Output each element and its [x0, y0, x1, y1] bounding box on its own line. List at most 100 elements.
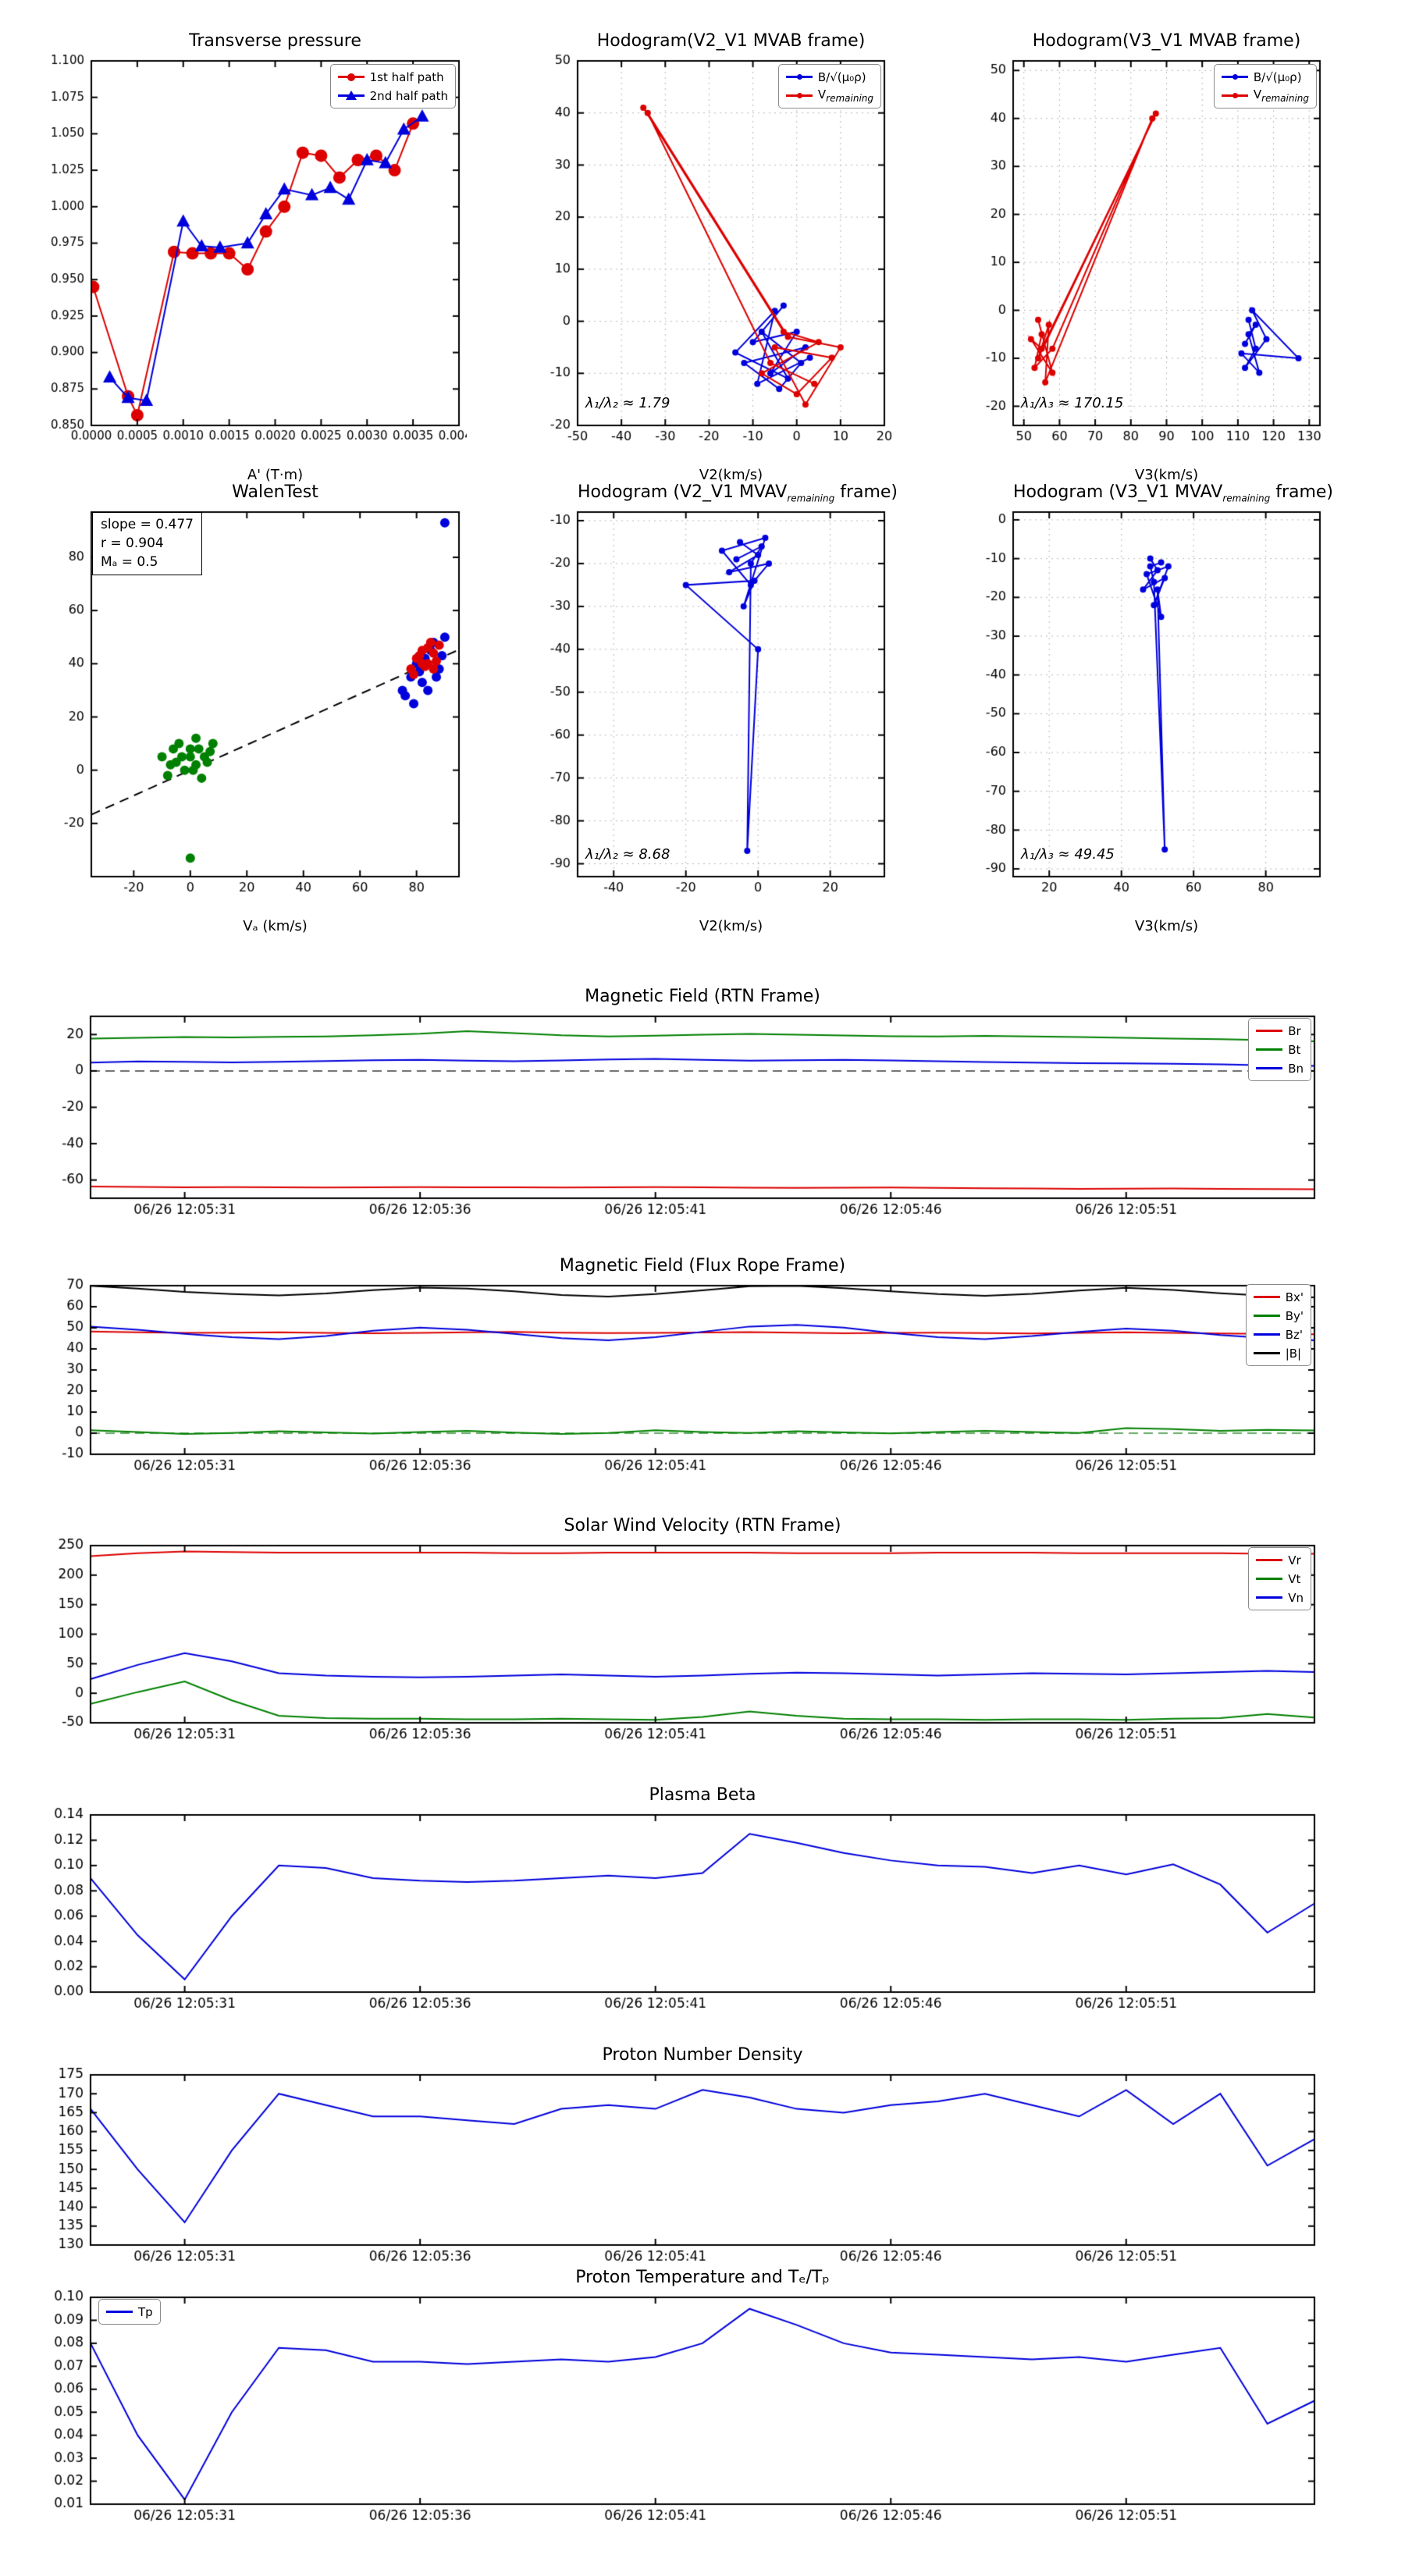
lambda-ratio-annotation: λ₁/λ₃ ≈ 49.45: [1021, 846, 1115, 863]
legend-item: Vremaining: [785, 87, 873, 104]
proton-temperature-canvas: [32, 2290, 1324, 2531]
stat-correlation: r = 0.904: [101, 535, 164, 551]
line-marker-swatch: [1221, 71, 1248, 83]
stat-mach-number: Mₐ = 0.5: [101, 553, 158, 570]
legend-label: By': [1285, 1308, 1304, 1323]
line-swatch: [1253, 1291, 1280, 1303]
legend-item: B/√(μ₀ρ): [785, 69, 873, 85]
chart-title: WalenTest: [232, 482, 318, 502]
x-axis-label: V2(km/s): [699, 467, 763, 483]
legend-item: Vr: [1256, 1552, 1304, 1568]
title-part: frame): [1270, 482, 1334, 502]
chart-title: Proton Number Density: [602, 2045, 803, 2065]
line-swatch: [1256, 1554, 1283, 1566]
hodogram-v3v1-mvav-canvas: [955, 504, 1328, 914]
line-swatch: [106, 2306, 133, 2318]
legend-item: Vn: [1256, 1589, 1304, 1606]
chart-title: Proton Temperature and Tₑ/Tₚ: [575, 2268, 830, 2287]
lambda-ratio-annotation: λ₁/λ₂ ≈ 8.68: [585, 846, 670, 863]
legend: B/√(μ₀ρ) Vremaining: [777, 64, 881, 109]
legend-item: Bn: [1256, 1060, 1304, 1076]
legend-item: |B|: [1253, 1345, 1304, 1361]
chart-title: Magnetic Field (RTN Frame): [585, 987, 820, 1006]
legend-label: B/√(μ₀ρ): [1253, 69, 1302, 84]
legend-item: Tp: [106, 2304, 153, 2320]
magnetic-field-rtn-canvas: [32, 1009, 1324, 1225]
chart-title: Plasma Beta: [649, 1785, 756, 1805]
legend-label: 2nd half path: [369, 88, 448, 103]
title-subscript: remaining: [787, 493, 835, 504]
legend: Br Bt Bn: [1248, 1018, 1311, 1081]
legend-label: Bn: [1288, 1061, 1304, 1076]
line-swatch: [1253, 1329, 1280, 1340]
panel-hodogram-v2v1-mvav: Hodogram (V2_V1 MVAVremaining frame) V1(…: [519, 482, 898, 966]
line-swatch: [1256, 1592, 1283, 1603]
title-subscript: remaining: [1222, 493, 1271, 504]
legend-item: Vremaining: [1221, 87, 1309, 104]
legend-item: B/√(μ₀ρ): [1221, 69, 1309, 85]
legend-label: Tp: [138, 2304, 153, 2319]
legend: Tp: [98, 2299, 161, 2325]
legend-label: Vr: [1288, 1553, 1301, 1567]
stat-slope: slope = 0.477: [101, 517, 194, 532]
x-axis-label: V2(km/s): [699, 918, 763, 934]
legend-label: Br: [1288, 1023, 1301, 1038]
legend-item: Br: [1256, 1023, 1304, 1039]
chart-title: Hodogram(V3_V1 MVAB frame): [1032, 31, 1301, 51]
solar-wind-velocity-canvas: [32, 1538, 1324, 1749]
label-subscript: remaining: [826, 93, 873, 104]
walen-stats-box: slope = 0.477 r = 0.904 Mₐ = 0.5: [92, 512, 202, 576]
legend-item: Bz': [1253, 1326, 1304, 1343]
legend: 1st half path 2nd half path: [329, 64, 456, 109]
line-swatch: [1256, 1573, 1283, 1585]
panel-proton-temperature: Proton Temperature and Tₑ/Tₚ Tp(10⁵K) Tp: [32, 2268, 1324, 2537]
title-part: Hodogram (V3_V1 MVAV: [1013, 482, 1223, 502]
lambda-ratio-annotation: λ₁/λ₂ ≈ 1.79: [585, 395, 670, 411]
hodogram-v2v1-mvav-canvas: [519, 504, 892, 914]
x-axis-label: Vₐ (km/s): [243, 918, 308, 934]
plasma-beta-canvas: [32, 1807, 1324, 2019]
legend-label: Bt: [1288, 1042, 1301, 1057]
line-marker-swatch: [337, 71, 365, 83]
line-marker-swatch: [785, 90, 813, 101]
panel-walen-test: WalenTest Vremaining(km/s) Vₐ (km/s) slo…: [33, 482, 467, 966]
magnetic-field-flux-rope-canvas: [32, 1278, 1324, 1481]
label-main: V: [817, 87, 827, 101]
legend-item: 1st half path: [337, 69, 448, 85]
chart-title: Hodogram (V2_V1 MVAVremaining frame): [578, 482, 898, 504]
panel-transverse-pressure: Transverse pressure Pt' (nPa) A' (T·m) 1…: [33, 31, 467, 515]
legend-item: Vt: [1256, 1571, 1304, 1587]
line-swatch: [1253, 1310, 1280, 1322]
legend: Bx' By' Bz' |B|: [1245, 1284, 1311, 1366]
panel-hodogram-v3v1-mvav: Hodogram (V3_V1 MVAVremaining frame) V1(…: [955, 482, 1333, 966]
legend-label: Vremaining: [818, 87, 873, 104]
legend-label: |B|: [1285, 1346, 1302, 1361]
legend-label: Vt: [1288, 1571, 1301, 1586]
panel-hodogram-v3v1-mvab: Hodogram(V3_V1 MVAB frame) V1(km/s) V3(k…: [955, 31, 1328, 515]
line-marker-swatch: [1221, 90, 1248, 101]
x-axis-label: V3(km/s): [1134, 918, 1199, 934]
label-main: V: [1253, 87, 1262, 101]
legend: B/√(μ₀ρ) Vremaining: [1213, 64, 1317, 109]
label-subscript: remaining: [1261, 93, 1309, 104]
chart-title: Hodogram (V3_V1 MVAVremaining frame): [1013, 482, 1333, 504]
legend: Vr Vt Vn: [1248, 1547, 1311, 1610]
panel-magnetic-field-flux-rope: Magnetic Field (Flux Rope Frame) B(nT) B…: [32, 1256, 1324, 1486]
chart-title: Hodogram(V2_V1 MVAB frame): [596, 31, 866, 51]
line-swatch: [1253, 1347, 1280, 1359]
proton-number-density-canvas: [32, 2067, 1324, 2272]
line-swatch: [1256, 1062, 1283, 1074]
panel-hodogram-v2v1-mvab: Hodogram(V2_V1 MVAB frame) V1(km/s) V2(k…: [519, 31, 892, 515]
line-swatch: [1256, 1025, 1283, 1037]
x-axis-label: A' (T·m): [247, 467, 304, 483]
panel-proton-number-density: Proton Number Density Np(#/cc): [32, 2045, 1324, 2276]
panel-magnetic-field-rtn: Magnetic Field (RTN Frame) B(nT) Br Bt B…: [32, 987, 1324, 1229]
title-part: Hodogram (V2_V1 MVAV: [578, 482, 788, 502]
legend-item: 2nd half path: [337, 87, 448, 104]
panel-solar-wind-velocity: Solar Wind Velocity (RTN Frame) Vsw(km/s…: [32, 1516, 1324, 1754]
line-swatch: [1256, 1044, 1283, 1055]
chart-title: Solar Wind Velocity (RTN Frame): [564, 1516, 841, 1535]
line-marker-swatch: [785, 71, 813, 83]
legend-label: Vremaining: [1254, 87, 1309, 104]
title-part: frame): [834, 482, 898, 502]
